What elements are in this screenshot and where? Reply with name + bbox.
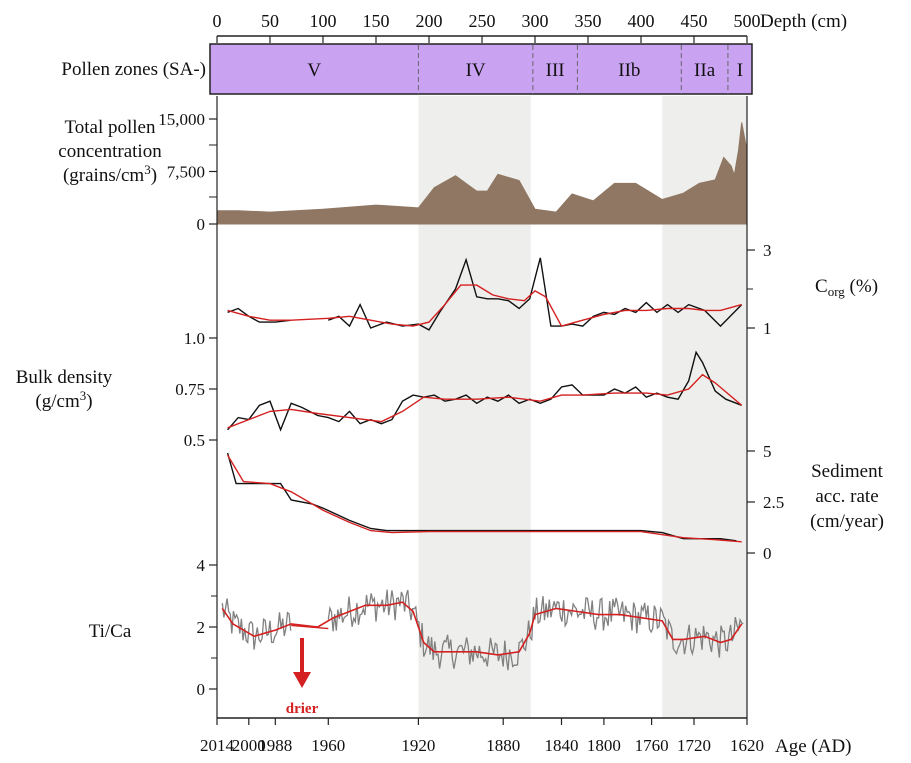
- bulk-density-tick-label: 0.5: [184, 431, 205, 450]
- drier-label: drier: [286, 701, 319, 717]
- age-axis-label: Age (AD): [775, 736, 852, 757]
- tica-gap-connector: [291, 624, 329, 630]
- age-tick-label: 1988: [258, 736, 292, 755]
- sed-rate-label-line-1: Sediment: [811, 461, 883, 482]
- axes: 0 50 100 150 200 250 300 350 400 450 5002014200019…: [200, 11, 764, 755]
- depth-tick-label: 500: [734, 11, 761, 31]
- drier-arrow: [293, 638, 311, 688]
- corg-tick-label: 3: [763, 241, 772, 260]
- corg-label: Corg (%): [815, 276, 878, 299]
- bulk-density-panel: 1.0 0.75 0.5: [175, 329, 743, 450]
- depth-tick-label: 200: [416, 11, 443, 31]
- tica-raw-line: [327, 589, 744, 671]
- age-tick-label: 1880: [486, 736, 520, 755]
- sediment-rate-panel: 52.50: [226, 442, 784, 563]
- depth-axis-label: Depth (cm): [760, 11, 847, 32]
- age-tick-label: 1800: [587, 736, 621, 755]
- age-tick-label: 1960: [311, 736, 345, 755]
- corg-line: [227, 307, 292, 323]
- age-tick-label: 2014: [200, 736, 235, 755]
- tica-tick-label: 2: [197, 618, 206, 637]
- depth-tick-label: 0: [213, 11, 222, 31]
- pollen-zone-label: IV: [466, 60, 486, 81]
- corg-tick-label: 1: [763, 319, 772, 338]
- age-tick-label: 2000: [232, 736, 266, 755]
- pollen-zone-label: IIa: [694, 60, 716, 81]
- corg-smooth-line: [227, 284, 742, 327]
- bulk-density-smooth-line: [227, 373, 743, 429]
- pollen-label-line-3: (grains/cm3): [63, 162, 157, 187]
- pollen-zone-label: V: [307, 60, 321, 81]
- depth-tick-label: 350: [575, 11, 602, 31]
- depth-tick-label: 400: [628, 11, 655, 31]
- depth-tick-label: 250: [469, 11, 496, 31]
- bulk-density-tick-label: 0.75: [175, 380, 205, 399]
- pollen-zone-box: [209, 43, 753, 95]
- age-tick-label: 1620: [730, 736, 764, 755]
- depth-tick-label: 50: [261, 11, 279, 31]
- depth-tick-label: 300: [522, 11, 549, 31]
- sed-rate-label-line-3: (cm/year): [810, 511, 884, 532]
- tica-raw-line: [221, 598, 292, 650]
- pollen-zone-label: III: [546, 60, 565, 81]
- pollen-tick-label: 15,000: [158, 110, 205, 129]
- tica-panel: 4 2 0: [197, 556, 744, 699]
- pollen-zone-band: V IV III IIb IIa I: [209, 43, 753, 95]
- pollen-label-line-1: Total pollen: [64, 117, 156, 138]
- sed-rate-tick-label: 5: [763, 442, 772, 461]
- sed-rate-smooth-line: [226, 454, 742, 543]
- pollen-tick-label: 0: [197, 215, 206, 234]
- depth-tick-label: 450: [681, 11, 708, 31]
- pollen-label-line-2: concentration: [58, 141, 162, 162]
- depth-tick-label: 100: [310, 11, 337, 31]
- sed-rate-tick-label: 2.5: [763, 493, 784, 512]
- depth-tick-label: 150: [363, 11, 390, 31]
- tica-label: Ti/Ca: [89, 621, 132, 642]
- bulk-density-tick-label: 1.0: [184, 329, 205, 348]
- sed-rate-line: [226, 452, 737, 542]
- age-tick-label: 1760: [635, 736, 669, 755]
- pollen-zone-label: IIb: [618, 60, 640, 81]
- pollen-tick-label: 7,500: [167, 163, 205, 182]
- age-tick-label: 1720: [677, 736, 711, 755]
- pollen-zones-label: Pollen zones (SA-): [61, 59, 206, 80]
- age-tick-label: 1920: [401, 736, 435, 755]
- sed-rate-label-line-2: acc. rate: [815, 486, 878, 507]
- tica-smooth-line: [221, 601, 743, 656]
- pollen-zone-label: I: [737, 60, 743, 81]
- bulk-density-line: [227, 350, 742, 432]
- corg-panel: 31: [227, 241, 772, 338]
- bulk-density-label-line-1: Bulk density: [16, 367, 113, 388]
- age-tick-label: 1840: [545, 736, 579, 755]
- tica-tick-label: 4: [197, 556, 206, 575]
- sed-rate-tick-label: 0: [763, 544, 772, 563]
- bulk-density-label-line-2: (g/cm3): [35, 388, 92, 413]
- pollen-concentration-panel: 15,000 7,500 0: [158, 110, 748, 234]
- pollen-area: [216, 122, 748, 225]
- tica-tick-label: 0: [197, 680, 206, 699]
